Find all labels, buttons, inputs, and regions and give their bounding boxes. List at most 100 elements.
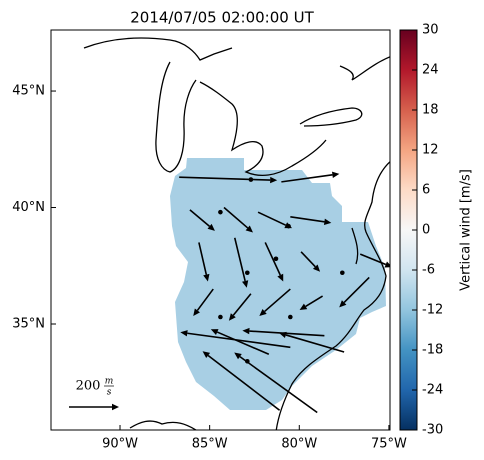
arrow-head xyxy=(112,403,119,411)
arrow-head xyxy=(228,313,236,321)
axes-frame xyxy=(50,29,391,431)
vector-layer xyxy=(179,171,390,414)
wind-arrow xyxy=(234,352,318,414)
arrow-dot xyxy=(218,209,223,215)
arrow-head xyxy=(384,261,390,268)
colorbar-tick-label: -24 xyxy=(422,383,443,398)
colorbar-tick-label: 12 xyxy=(422,143,439,158)
wind-arrow xyxy=(300,251,321,272)
map-area xyxy=(83,37,390,430)
coastlines xyxy=(83,37,390,430)
wind-arrow xyxy=(359,253,390,268)
wind-arrow xyxy=(198,242,210,282)
colorbar-tick-label: 24 xyxy=(422,63,439,78)
arrow-dot xyxy=(218,314,223,320)
wind-arrow xyxy=(180,330,291,349)
wind-arrow xyxy=(242,327,325,337)
colorbar-tick-label: 6 xyxy=(422,183,430,198)
wind-arrow xyxy=(248,177,254,182)
arrow-head xyxy=(323,218,332,225)
map-title: 2014/07/05 02:00:00 UT xyxy=(130,9,314,27)
wind-arrow xyxy=(228,293,252,321)
arrow-dot xyxy=(286,223,291,229)
wind-arrow xyxy=(210,329,270,356)
arrow-head xyxy=(339,300,347,308)
wind-arrow xyxy=(245,270,250,276)
arrow-shaft xyxy=(264,288,291,313)
arrow-shaft xyxy=(207,354,281,411)
arrow-head xyxy=(207,223,215,231)
arrow-shaft xyxy=(196,288,214,311)
arrow-head xyxy=(299,303,308,311)
arrow-shaft xyxy=(249,330,325,337)
arrow-dot xyxy=(273,256,279,262)
arrow-shaft xyxy=(343,276,370,304)
wind-arrow xyxy=(259,288,291,317)
arrow-shaft xyxy=(359,253,387,266)
arrow-shaft xyxy=(189,209,211,227)
quiver-key-unit-den: s xyxy=(107,388,112,398)
wind-arrow xyxy=(339,276,370,308)
wind-arrow xyxy=(288,314,293,320)
wind-arrow xyxy=(286,223,291,229)
arrow-head xyxy=(202,351,211,358)
wind-arrow xyxy=(193,288,214,317)
wind-arrow xyxy=(218,209,223,215)
arrow-shaft xyxy=(305,295,324,308)
wind-arrow xyxy=(233,237,249,288)
colorbar-tick-label: -12 xyxy=(422,303,443,318)
colorbar-tick-label: -30 xyxy=(422,423,443,438)
wind-arrow xyxy=(281,171,340,183)
wind-arrow xyxy=(340,270,345,276)
x-tick-label: 85°W xyxy=(192,437,228,452)
arrow-dot xyxy=(340,270,345,276)
arrow-head xyxy=(277,273,284,282)
colorbar-tick-label: -6 xyxy=(422,263,435,278)
arrow-shaft xyxy=(281,174,333,183)
arrow-head xyxy=(242,327,250,335)
arrow-shaft xyxy=(179,176,271,181)
wind-field xyxy=(170,158,386,410)
colorbar-tick-label: 0 xyxy=(422,223,430,238)
arrow-dot xyxy=(248,177,254,182)
arrow-head xyxy=(193,308,200,317)
arrow-head xyxy=(242,280,249,288)
arrow-dot xyxy=(245,358,250,364)
arrow-shaft xyxy=(187,332,291,349)
y-tick-label: 40°N xyxy=(12,200,45,215)
wind-arrow xyxy=(279,331,345,353)
wind-arrow xyxy=(179,176,278,184)
y-tick-label: 35°N xyxy=(12,317,45,332)
arrow-shaft xyxy=(223,206,249,229)
wind-arrow xyxy=(69,403,119,411)
wind-arrow xyxy=(218,314,223,320)
wind-arrow xyxy=(223,206,253,233)
arrow-shaft xyxy=(257,211,287,226)
arrow-head xyxy=(331,171,340,179)
colorbar-tick-label: 30 xyxy=(422,23,439,38)
wind-arrow xyxy=(264,242,284,282)
arrow-head xyxy=(279,331,287,338)
arrow-dot xyxy=(288,314,293,320)
arrow-shaft xyxy=(216,331,270,356)
arrow-head xyxy=(210,329,219,335)
arrow-shaft xyxy=(290,216,325,223)
wind-arrow xyxy=(299,295,324,311)
arrow-dot xyxy=(245,270,250,276)
arrow-shaft xyxy=(285,334,345,353)
quiver-key-unit-num: m xyxy=(105,377,114,387)
arrow-head xyxy=(245,225,253,233)
arrow-shaft xyxy=(233,237,246,282)
arrow-head xyxy=(259,309,267,317)
arrow-head xyxy=(234,352,242,360)
x-tick-label: 80°W xyxy=(281,437,317,452)
colorbar-label: Vertical wind [m/s] xyxy=(459,169,474,291)
arrow-shaft xyxy=(264,242,282,276)
y-tick-label: 45°N xyxy=(12,84,45,99)
quiver-key-value: 200 xyxy=(76,379,101,394)
colorbar-tick-label: 18 xyxy=(422,103,439,118)
wind-arrow xyxy=(273,256,279,262)
x-tick-label: 75°W xyxy=(371,437,407,452)
arrow-shaft xyxy=(232,293,252,316)
x-tick-label: 90°W xyxy=(102,437,138,452)
